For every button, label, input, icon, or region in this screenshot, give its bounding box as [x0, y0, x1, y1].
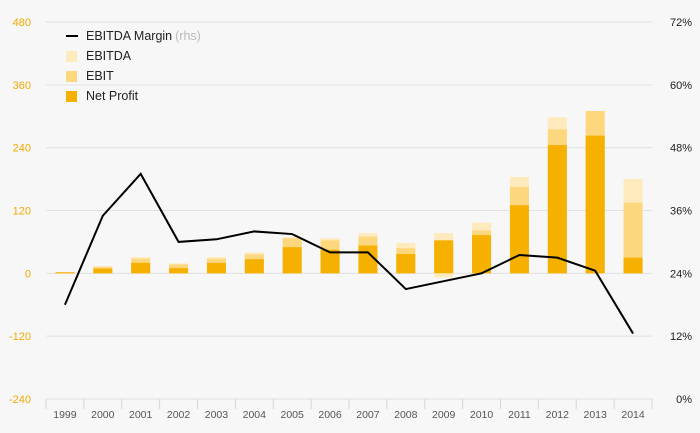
ebitda-swatch [66, 50, 77, 62]
x-tick-label: 2002 [167, 409, 191, 421]
x-tick-label: 2001 [129, 409, 153, 421]
x-tick-label: 2011 [508, 409, 531, 421]
y-right-tick-label: 48% [670, 143, 692, 155]
legend-item-ebitda-margin: EBITDA Margin (rhs) [66, 26, 201, 46]
bar-net-profit [585, 135, 605, 274]
x-tick-label: 2007 [356, 409, 380, 421]
x-tick-label: 2006 [318, 409, 342, 421]
bar-net-profit [472, 235, 492, 274]
gridlines [45, 21, 653, 409]
x-tick-label: 2004 [243, 409, 267, 421]
y-left-tick-label: 360 [13, 80, 31, 92]
y-right-tick-label: 12% [670, 331, 692, 343]
y-left-tick-label: -240 [9, 394, 31, 406]
bar-net-profit [244, 259, 264, 274]
x-tick-label: 2008 [394, 409, 418, 421]
y-left-tick-label: -120 [9, 331, 31, 343]
bar-net-profit [434, 240, 454, 274]
legend-item-net-profit: Net Profit [66, 86, 201, 106]
legend: EBITDA Margin (rhs) EBITDA EBIT Net Prof… [66, 26, 201, 106]
legend-label-ebitda-margin: EBITDA Margin [86, 29, 173, 43]
bar-net-profit [93, 268, 113, 274]
bar-net-profit [623, 257, 643, 274]
axes: 480 72% 360 60% 240 48% 120 36% 0 24% -120 12% -240 0… [9, 17, 692, 421]
y-right-tick-label: 60% [670, 80, 692, 92]
bar-net-profit [131, 262, 151, 274]
bar-net-profit [320, 249, 340, 274]
net-profit-swatch [66, 90, 77, 102]
y-right-tick-label: 36% [670, 206, 692, 218]
y-left-tick-label: 0 [25, 268, 31, 280]
legend-label-net-profit: Net Profit [86, 89, 139, 103]
legend-item-ebit: EBIT [66, 66, 201, 86]
line-swatch [66, 35, 78, 37]
ebitda-margin-line [64, 172, 634, 335]
bar-negative [434, 273, 454, 278]
bar-net-profit [547, 145, 567, 274]
bar-net-profit [396, 253, 416, 274]
margin-line-layer [64, 172, 634, 335]
x-tick-label: 2013 [584, 409, 608, 421]
x-tick-label: 2005 [281, 409, 305, 421]
bar-net-profit [55, 272, 75, 274]
bar-net-profit [206, 262, 226, 274]
bar-ebit [623, 202, 643, 274]
ebit-swatch [66, 70, 77, 82]
legend-label-ebitda: EBITDA [86, 49, 132, 63]
y-right-tick-label: 0% [676, 394, 692, 406]
x-tick-label: 2010 [470, 409, 494, 421]
y-left-tick-label: 240 [13, 143, 31, 155]
y-left-tick-label: 480 [13, 17, 31, 29]
x-tick-label: 2009 [432, 409, 456, 421]
y-left-tick-label: 120 [13, 206, 31, 218]
y-right-tick-label: 72% [670, 17, 692, 29]
legend-label-rhs: (rhs) [175, 29, 201, 43]
x-tick-label: 2000 [91, 409, 115, 421]
x-tick-label: 1999 [53, 409, 77, 421]
legend-label-ebit: EBIT [86, 69, 114, 83]
x-tick-label: 2012 [546, 409, 570, 421]
bar-net-profit [282, 247, 302, 274]
bar-net-profit [509, 205, 529, 274]
x-tick-label: 2003 [205, 409, 229, 421]
bar-net-profit [169, 268, 189, 274]
legend-item-ebitda: EBITDA [66, 46, 201, 66]
x-tick-label: 2014 [621, 409, 645, 421]
y-right-tick-label: 24% [670, 268, 692, 280]
